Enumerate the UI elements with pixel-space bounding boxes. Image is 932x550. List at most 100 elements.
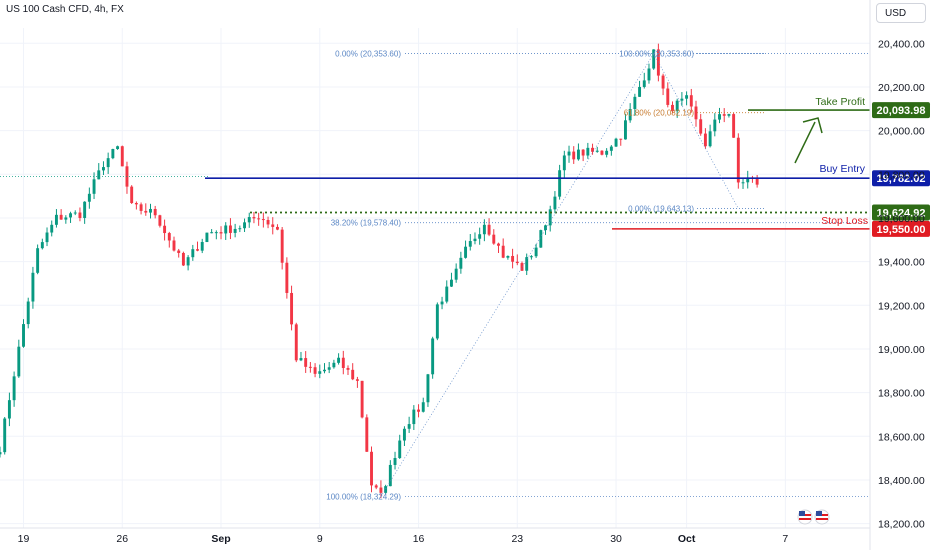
candle-body <box>525 257 529 271</box>
candle-body <box>497 243 500 246</box>
candle-body <box>341 357 345 368</box>
candle-body <box>26 301 30 325</box>
candle-body <box>163 225 167 234</box>
candle-body <box>699 119 703 134</box>
us-flag-icon[interactable] <box>814 509 830 525</box>
candle-body <box>440 301 444 305</box>
candle-body <box>581 149 585 156</box>
candle-body <box>624 120 627 140</box>
candle-body <box>243 222 246 229</box>
candle-body <box>506 255 510 258</box>
candle-body <box>276 226 279 230</box>
candle-body <box>652 49 656 69</box>
candle-body <box>595 150 599 152</box>
candle-body <box>487 224 491 235</box>
candle-body <box>736 137 740 183</box>
candle-body <box>454 268 458 280</box>
x-tick-label: 16 <box>413 533 425 545</box>
candle-body <box>0 452 2 455</box>
y-tick-label: 18,400.00 <box>878 475 925 487</box>
overlays: 0.00% (20,353.60) 38.20% (19,578.40) 100.0… <box>0 49 930 501</box>
candle-body <box>285 262 289 293</box>
economic-events[interactable] <box>797 509 830 525</box>
candle-body <box>73 212 77 214</box>
candle-body <box>219 232 223 234</box>
stop-loss-price-tag-bg <box>872 220 930 237</box>
candle-body <box>482 224 486 235</box>
candle-body <box>619 138 623 140</box>
candle-body <box>153 208 157 216</box>
candle-body <box>332 362 336 368</box>
candle-body <box>412 409 416 425</box>
candle-body <box>445 286 449 302</box>
candle-body <box>31 272 35 302</box>
candle-body <box>515 261 519 264</box>
x-tick-label: 30 <box>610 533 622 545</box>
us-flag-icon[interactable] <box>797 509 813 525</box>
candle-body <box>379 487 383 493</box>
candle-body <box>755 178 759 185</box>
candle-body <box>7 400 11 419</box>
candle-body <box>609 146 613 151</box>
candle-body <box>360 380 364 418</box>
candle-body <box>671 104 674 112</box>
candle-body <box>238 228 242 230</box>
candle-body <box>435 304 439 339</box>
candle-body <box>106 158 110 168</box>
candle-body <box>722 114 726 116</box>
candle-body <box>102 167 105 171</box>
candle-body <box>50 224 54 233</box>
candle-body <box>567 151 571 156</box>
candle-body <box>393 458 397 465</box>
candle-body <box>642 80 646 87</box>
candle-body <box>713 119 717 132</box>
candle-body <box>346 367 350 370</box>
candle-body <box>605 150 609 155</box>
candle-body <box>492 234 496 244</box>
candle-body <box>40 242 44 249</box>
candle-body <box>120 146 124 167</box>
candle-body <box>83 201 87 218</box>
candle-body <box>149 208 152 213</box>
candle-body <box>181 252 185 266</box>
candle-body <box>694 106 698 120</box>
buy-entry-label: Buy Entry <box>819 163 865 175</box>
candle-body <box>374 485 378 488</box>
y-tick-label: 19,400.00 <box>878 257 925 269</box>
candle-body <box>534 247 538 257</box>
grid <box>0 28 870 528</box>
x-tick-label: 19 <box>18 533 30 545</box>
candle-body <box>661 75 665 89</box>
candle-body <box>421 402 425 412</box>
candle-body <box>294 324 298 361</box>
candle-body <box>205 232 209 243</box>
chart-title: US 100 Cash CFD, 4h, FX <box>6 4 124 15</box>
candle-body <box>252 217 256 219</box>
candle-body <box>388 464 392 487</box>
y-tick-label: 19,000.00 <box>878 344 925 356</box>
candle-body <box>553 196 557 210</box>
candle-body <box>196 249 199 251</box>
candle-body <box>464 246 468 258</box>
y-tick-label: 20,400.00 <box>878 38 925 50</box>
x-tick-label: Sep <box>211 533 230 545</box>
candle-body <box>666 88 670 105</box>
candle-body <box>656 49 660 76</box>
stop-loss-price-tag: 19,550.00 <box>877 224 926 236</box>
candle-body <box>638 86 642 97</box>
candle-body <box>36 248 40 273</box>
candle-body <box>365 417 369 452</box>
target-arrow <box>794 121 816 164</box>
candle-body <box>134 202 138 205</box>
currency-button[interactable]: USD <box>876 3 926 23</box>
fib-level-label: 0.00% (19,643.13) <box>628 205 694 214</box>
y-tick-label: 19,800.00 <box>878 169 925 181</box>
y-tick-label: 18,800.00 <box>878 388 925 400</box>
candle-body <box>402 428 406 441</box>
x-tick-label: Oct <box>678 533 696 545</box>
candle-body <box>224 225 228 234</box>
candle-body <box>355 379 359 381</box>
candle-body <box>266 219 270 225</box>
candle-body <box>337 357 341 363</box>
